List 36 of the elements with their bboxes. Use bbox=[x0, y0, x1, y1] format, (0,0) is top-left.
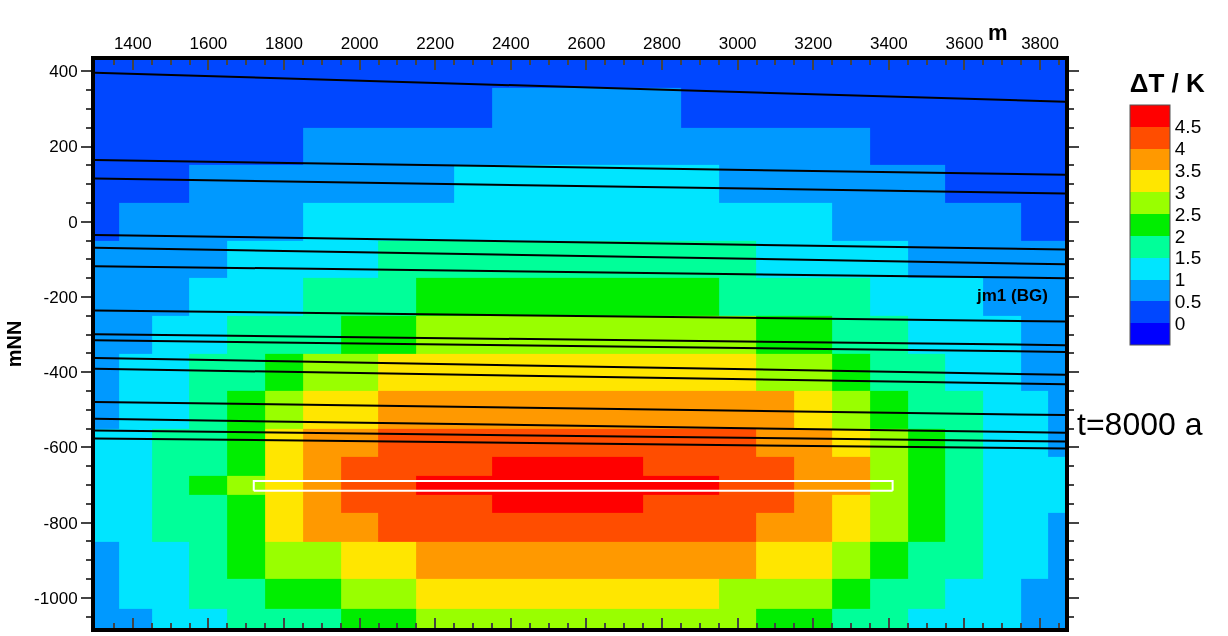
x-tick-label: 3200 bbox=[794, 34, 833, 54]
x-axis-title: m bbox=[988, 20, 1008, 45]
color-bar-label: 3.5 bbox=[1174, 160, 1202, 182]
x-tick-label: 2400 bbox=[491, 34, 530, 54]
y-tick-label: 0 bbox=[68, 212, 78, 232]
x-tick-label: 3800 bbox=[1021, 34, 1059, 54]
x-tick-label: 1600 bbox=[189, 34, 228, 54]
y-tick-label: 400 bbox=[49, 62, 78, 82]
y-tick-label: -600 bbox=[43, 438, 78, 458]
x-tick-label: 2600 bbox=[567, 34, 606, 54]
y-tick-label: -800 bbox=[43, 513, 78, 533]
x-tick-label: 1800 bbox=[265, 34, 303, 54]
text: t=8000 a bbox=[1077, 406, 1203, 442]
color-bar-label: 1.5 bbox=[1174, 247, 1202, 269]
color-bar-label: 4 bbox=[1174, 138, 1186, 160]
y-tick-label: -200 bbox=[43, 287, 78, 307]
x-tick-label: 1400 bbox=[113, 34, 152, 54]
y-axis-title: mNN bbox=[3, 320, 26, 368]
x-tick-label: 2000 bbox=[340, 34, 379, 54]
annotation: jm1 (BG) bbox=[976, 286, 1048, 305]
color-bar-label: 3 bbox=[1174, 181, 1186, 203]
y-tick-label: -400 bbox=[43, 363, 78, 383]
y-tick-label: 200 bbox=[49, 137, 78, 157]
x-tick-label: 2800 bbox=[643, 34, 681, 54]
x-tick-label: 3400 bbox=[869, 34, 908, 54]
x-tick-label: 3600 bbox=[945, 34, 984, 54]
y-tick-label: -1000 bbox=[34, 588, 78, 608]
color-bar-label: 2.5 bbox=[1174, 203, 1202, 225]
x-tick-label: 3000 bbox=[718, 34, 757, 54]
color-bar-label: 0.5 bbox=[1174, 291, 1202, 313]
color-bar-title: ΔT / K bbox=[1129, 68, 1206, 98]
color-bar-label: 0 bbox=[1174, 312, 1186, 334]
color-bar-label: 2 bbox=[1174, 225, 1186, 247]
color-bar-label: 1 bbox=[1174, 269, 1186, 291]
color-bar-label: 4.5 bbox=[1174, 116, 1202, 138]
x-tick-label: 2200 bbox=[416, 34, 455, 54]
